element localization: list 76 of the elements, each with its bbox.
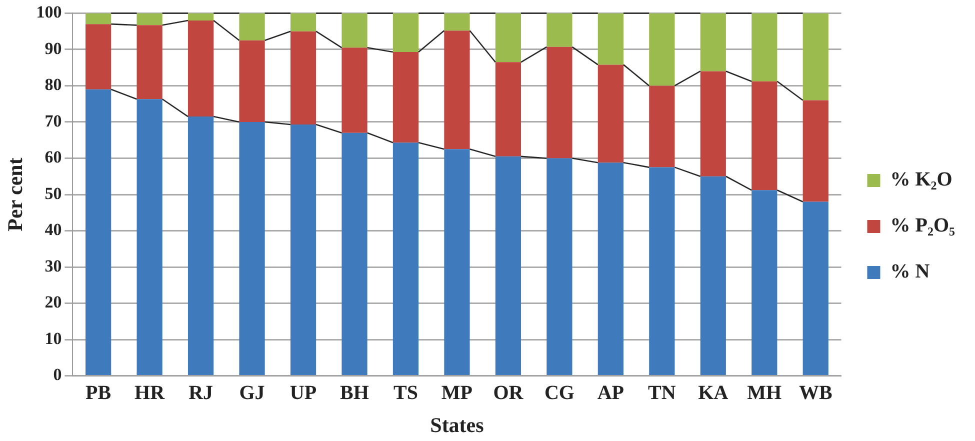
bar [598, 64, 624, 163]
y-tick-label: 0 [53, 365, 62, 384]
legend-label: % P₂O₅ [890, 214, 956, 237]
bar [290, 31, 316, 125]
bar [495, 156, 522, 376]
bar [546, 13, 572, 47]
bar [700, 71, 726, 176]
x-tick-label: TS [393, 382, 418, 404]
y-tick-label: 80 [44, 75, 62, 94]
bar [700, 176, 726, 376]
bar [136, 13, 162, 26]
y-tick-label: 10 [44, 328, 62, 348]
bar [802, 100, 828, 202]
x-tick-label: WB [798, 382, 832, 404]
bar [752, 81, 778, 190]
x-tick-label: BH [340, 382, 370, 404]
x-tick-label: GJ [239, 382, 265, 404]
bar [802, 202, 828, 376]
bar [342, 13, 368, 48]
bar [649, 13, 675, 86]
x-tick-label: OR [493, 382, 524, 404]
x-tick-label: AP [597, 382, 624, 404]
bar [598, 13, 624, 65]
bar [444, 149, 470, 376]
y-tick-label: 70 [44, 111, 62, 130]
bar [546, 158, 572, 376]
x-tick-label: UP [290, 382, 317, 404]
bar [290, 13, 316, 32]
bar [649, 167, 675, 376]
bar [392, 52, 419, 143]
bar [239, 122, 265, 376]
bar [802, 13, 828, 100]
x-tick-label: PB [86, 382, 112, 404]
bar [239, 40, 265, 122]
y-tick-label: 60 [44, 148, 62, 167]
x-tick-label: RJ [188, 382, 214, 404]
bar [239, 13, 265, 40]
bar [86, 24, 112, 90]
bar [136, 99, 162, 376]
bar [392, 142, 419, 376]
x-tick-label: CG [544, 382, 575, 404]
x-tick-label: KA [698, 382, 729, 404]
y-tick-label: 100 [36, 2, 62, 22]
bar [444, 13, 470, 31]
y-tick-label: 90 [44, 38, 62, 58]
bar [546, 46, 572, 158]
x-tick-label: MP [441, 382, 473, 404]
bar [188, 13, 214, 20]
bar [342, 48, 368, 133]
bar [342, 132, 368, 376]
bar [444, 30, 470, 150]
bar [86, 13, 112, 24]
x-tick-label: MH [747, 382, 782, 404]
legend-label: % N [890, 260, 930, 283]
bar [392, 13, 419, 52]
bar [649, 86, 675, 168]
x-axis-title: States [430, 412, 484, 437]
legend-label: % K₂O [890, 168, 952, 191]
bar [752, 190, 778, 376]
y-tick-label: 40 [44, 220, 62, 240]
bar [700, 13, 726, 72]
x-tick-label: TN [648, 382, 676, 404]
bar [495, 62, 522, 156]
bar [86, 89, 112, 376]
bar [495, 13, 522, 62]
y-tick-label: 30 [44, 256, 62, 276]
bar [290, 124, 316, 376]
x-tick-label: HR [134, 382, 166, 404]
y-tick-label: 50 [44, 184, 62, 203]
y-tick-label: 20 [44, 292, 62, 312]
bar [598, 162, 624, 376]
bar [188, 20, 214, 117]
bar [752, 13, 778, 82]
bar [136, 25, 162, 100]
bar [188, 116, 214, 376]
y-axis-title: Per cent [3, 158, 28, 232]
